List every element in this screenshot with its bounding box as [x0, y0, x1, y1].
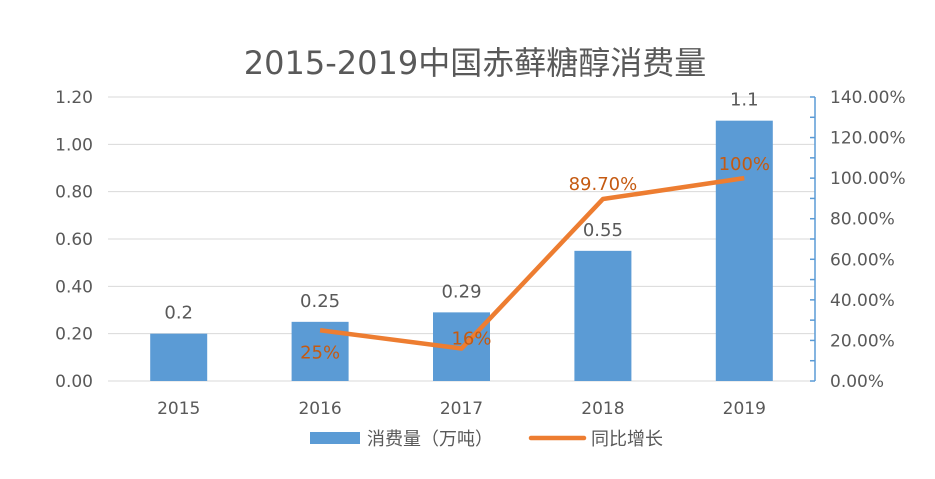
- x-tick-label: 2015: [157, 399, 200, 419]
- left-tick-label: 1.00: [55, 135, 93, 155]
- left-tick-label: 0.40: [55, 277, 93, 297]
- legend-bar-swatch: [310, 432, 360, 444]
- right-tick-label: 20.00%: [830, 331, 895, 351]
- bar: [150, 333, 208, 381]
- bar: [574, 250, 632, 381]
- x-tick-label: 2019: [723, 399, 766, 419]
- left-tick-label: 0.60: [55, 230, 93, 250]
- bar-data-label: 0.29: [441, 281, 481, 302]
- gridlines: [108, 96, 815, 382]
- growth-line: 25% 16% 89.70% 100%: [300, 154, 770, 363]
- axes: 0.00 0.20 0.40 0.60 0.80 1.00 1.20 0.00% 20.00% 4…: [55, 88, 906, 419]
- bar-data-label: 0.2: [164, 303, 193, 324]
- line-series: [319, 175, 745, 351]
- x-tick-label: 2016: [298, 399, 341, 419]
- right-tick-label: 120.00%: [830, 129, 906, 149]
- x-tick-label: 2017: [440, 399, 483, 419]
- line-data-label: 100%: [719, 154, 770, 175]
- left-tick-label: 1.20: [55, 88, 93, 108]
- chart-title: 2015-2019中国赤藓糖醇消费量: [244, 44, 706, 82]
- right-tick-label: 80.00%: [830, 210, 895, 230]
- bar-data-label: 1.1: [730, 90, 759, 111]
- left-tick-label: 0.80: [55, 183, 93, 203]
- legend-line-label: 同比增长: [591, 429, 663, 450]
- right-tick-label: 140.00%: [830, 88, 906, 108]
- bar-data-label: 0.25: [300, 291, 340, 312]
- legend-bar-label: 消费量（万吨）: [367, 429, 493, 450]
- line-data-label: 25%: [300, 342, 340, 363]
- legend: 消费量（万吨） 同比增长: [310, 429, 663, 450]
- left-tick-label: 0.00: [55, 372, 93, 392]
- line-data-label: 89.70%: [569, 174, 638, 195]
- right-tick-label: 100.00%: [830, 169, 906, 189]
- line-data-label: 16%: [451, 329, 491, 350]
- right-tick-label: 40.00%: [830, 291, 895, 311]
- left-tick-label: 0.20: [55, 325, 93, 345]
- bar: [715, 120, 773, 382]
- right-tick-label: 60.00%: [830, 250, 895, 270]
- x-tick-label: 2018: [581, 399, 624, 419]
- right-tick-label: 0.00%: [830, 372, 884, 392]
- bar-data-label: 0.55: [583, 220, 623, 241]
